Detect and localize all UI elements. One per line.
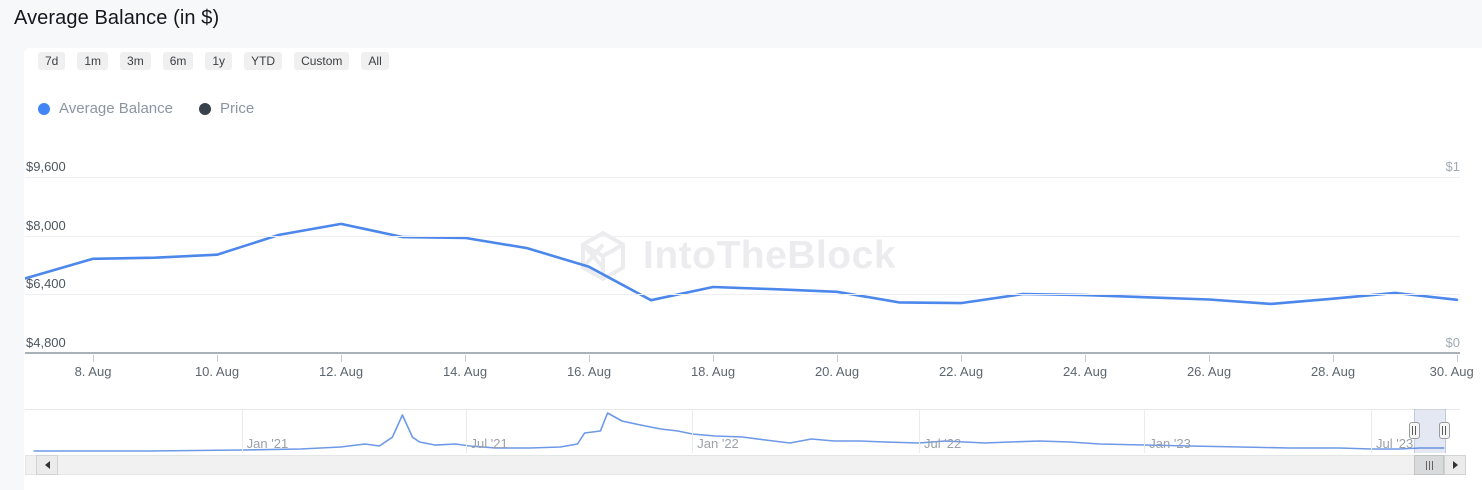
x-axis-label: 8. Aug	[74, 364, 112, 379]
y-axis-label: $9,600	[26, 159, 66, 174]
x-axis-label: 24. Aug	[1062, 364, 1108, 379]
x-axis-tick	[1333, 355, 1334, 362]
range-button-ytd[interactable]: YTD	[244, 52, 283, 70]
x-axis-tick	[589, 355, 590, 362]
scrollbar-left-arrow-button[interactable]	[36, 455, 58, 475]
navigator-axis-label: Jan '21	[246, 436, 289, 451]
x-axis-tick	[1457, 355, 1458, 362]
legend-label: Price	[219, 100, 255, 117]
x-axis-label: 18. Aug	[690, 364, 736, 379]
range-button-1y[interactable]: 1y	[205, 52, 233, 70]
navigator-axis-label: Jan '22	[697, 436, 739, 451]
chart-card	[24, 48, 1482, 490]
navigator-gridline	[919, 409, 920, 453]
x-axis-label: 12. Aug	[318, 364, 364, 379]
range-button-1m[interactable]: 1m	[77, 52, 109, 70]
navigator-top-border	[25, 409, 1460, 410]
x-axis-tick	[713, 355, 714, 362]
navigator-right-handle-icon[interactable]	[1438, 422, 1450, 439]
legend-item-average-balance[interactable]: Average Balance	[38, 100, 173, 117]
legend-item-price[interactable]: Price	[198, 100, 255, 117]
left-arrow-icon	[44, 461, 50, 469]
x-axis-tick	[837, 355, 838, 362]
navigator-gridline	[692, 409, 694, 453]
range-selector: 7d 1m 3m 6m 1y YTD Custom All	[38, 52, 389, 70]
legend-dot-icon	[198, 102, 211, 115]
navigator-gridline	[1144, 409, 1146, 453]
y-axis-label: $6,400	[26, 276, 66, 292]
navigator[interactable]	[25, 409, 1460, 453]
x-axis-tick	[1085, 355, 1086, 362]
x-axis-tick	[341, 355, 342, 362]
x-axis-tick	[93, 355, 94, 362]
range-button-7d[interactable]: 7d	[38, 52, 66, 70]
range-button-3m[interactable]: 3m	[120, 52, 151, 70]
x-axis-tick	[465, 355, 466, 362]
gridline	[25, 235, 1460, 237]
navigator-axis-label: Jul '21	[470, 436, 508, 451]
plot-area[interactable]	[25, 170, 1460, 354]
page-title: Average Balance (in $)	[14, 7, 220, 29]
x-axis-label: 30. Aug	[1429, 364, 1474, 379]
x-axis-label: 20. Aug	[814, 364, 860, 379]
x-axis-label: 28. Aug	[1310, 364, 1356, 379]
y-axis-right-label: $0	[1445, 335, 1460, 350]
navigator-axis-label: Jul '23	[1376, 436, 1414, 451]
x-axis-label: 26. Aug	[1186, 364, 1232, 379]
legend: Average Balance Price	[38, 100, 254, 117]
y-axis-label: $8,000	[26, 217, 66, 233]
range-button-custom[interactable]: Custom	[294, 52, 350, 70]
scrollbar-thumb[interactable]	[1414, 455, 1445, 475]
x-axis-label: 22. Aug	[938, 364, 984, 379]
x-axis-tick	[961, 355, 962, 362]
legend-label: Average Balance	[59, 100, 173, 117]
y-axis-right-label: $1	[1445, 159, 1460, 174]
x-axis-label: 14. Aug	[442, 364, 488, 379]
gridline	[25, 177, 1460, 178]
navigator-axis-label: Jan '23	[1149, 436, 1191, 451]
navigator-line	[33, 412, 1445, 452]
navigator-left-handle-icon[interactable]	[1408, 422, 1420, 439]
x-axis-tick	[1209, 355, 1210, 362]
range-button-all[interactable]: All	[361, 52, 389, 70]
x-axis-tick	[217, 355, 218, 362]
y-axis-label: $4,800	[26, 335, 66, 350]
range-button-6m[interactable]: 6m	[162, 52, 194, 70]
x-axis-label: 10. Aug	[194, 364, 240, 379]
navigator-gridline	[1371, 409, 1373, 453]
navigator-gridline	[465, 409, 467, 453]
average-balance-line	[25, 222, 1459, 306]
scrollbar-right-arrow-button[interactable]	[1444, 455, 1466, 475]
legend-dot-icon	[38, 102, 50, 115]
right-arrow-icon	[1452, 461, 1458, 469]
gridline	[25, 294, 1460, 296]
scrollbar-track[interactable]	[25, 455, 1466, 475]
x-axis-line	[25, 352, 1460, 354]
navigator-gridline	[241, 409, 243, 453]
x-axis-label: 16. Aug	[566, 364, 612, 379]
navigator-axis-label: Jul '22	[924, 436, 962, 451]
